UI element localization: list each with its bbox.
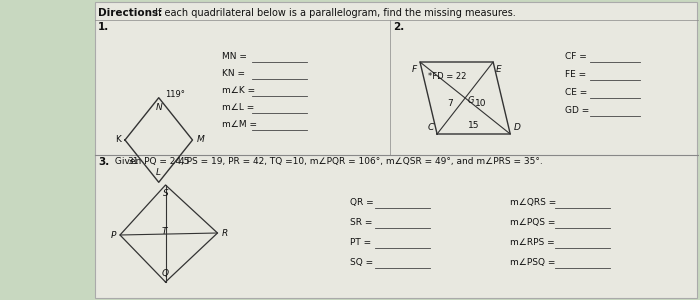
Text: SQ =: SQ = <box>350 258 373 267</box>
Text: F: F <box>412 65 417 74</box>
Text: m∠RPS =: m∠RPS = <box>510 238 554 247</box>
Text: 31: 31 <box>127 157 139 166</box>
Text: If each quadrilateral below is a parallelogram, find the missing measures.: If each quadrilateral below is a paralle… <box>152 8 516 18</box>
Text: 2.: 2. <box>393 22 405 32</box>
Text: CF =: CF = <box>565 52 587 61</box>
Text: 1.: 1. <box>98 22 109 32</box>
Text: D: D <box>513 123 520 132</box>
Text: G: G <box>468 96 475 105</box>
Text: M: M <box>197 136 204 145</box>
Text: GD =: GD = <box>565 106 589 115</box>
Text: 119°: 119° <box>164 90 185 99</box>
Text: 45: 45 <box>178 157 190 166</box>
Text: *FD = 22: *FD = 22 <box>428 72 466 81</box>
Text: T: T <box>162 226 167 236</box>
Text: 15: 15 <box>468 121 480 130</box>
Text: N: N <box>155 103 162 112</box>
Text: CE =: CE = <box>565 88 587 97</box>
Text: L: L <box>156 168 161 177</box>
Text: Given PQ = 24, PS = 19, PR = 42, TQ =10, m∠PQR = 106°, m∠QSR = 49°, and m∠PRS = : Given PQ = 24, PS = 19, PR = 42, TQ =10,… <box>112 157 542 166</box>
Text: m∠M =: m∠M = <box>222 120 257 129</box>
Text: 10: 10 <box>475 98 486 107</box>
Text: S: S <box>162 189 169 198</box>
Text: FE =: FE = <box>565 70 586 79</box>
Text: K: K <box>115 136 121 145</box>
Text: MN =: MN = <box>222 52 247 61</box>
Text: KN =: KN = <box>222 69 245 78</box>
Text: PT =: PT = <box>350 238 371 247</box>
FancyBboxPatch shape <box>95 2 697 298</box>
Text: Q: Q <box>162 269 169 278</box>
Text: 7: 7 <box>447 98 453 107</box>
Text: m∠QRS =: m∠QRS = <box>510 198 556 207</box>
Text: m∠K =: m∠K = <box>222 86 255 95</box>
Text: m∠PSQ =: m∠PSQ = <box>510 258 555 267</box>
Text: R: R <box>221 229 228 238</box>
Text: E: E <box>496 65 502 74</box>
Text: m∠L =: m∠L = <box>222 103 254 112</box>
Text: Directions:: Directions: <box>98 8 162 18</box>
Text: m∠PQS =: m∠PQS = <box>510 218 555 227</box>
Text: P: P <box>111 230 116 239</box>
Text: C: C <box>428 123 434 132</box>
Text: QR =: QR = <box>350 198 374 207</box>
Text: 3.: 3. <box>98 157 109 167</box>
Text: SR =: SR = <box>350 218 372 227</box>
